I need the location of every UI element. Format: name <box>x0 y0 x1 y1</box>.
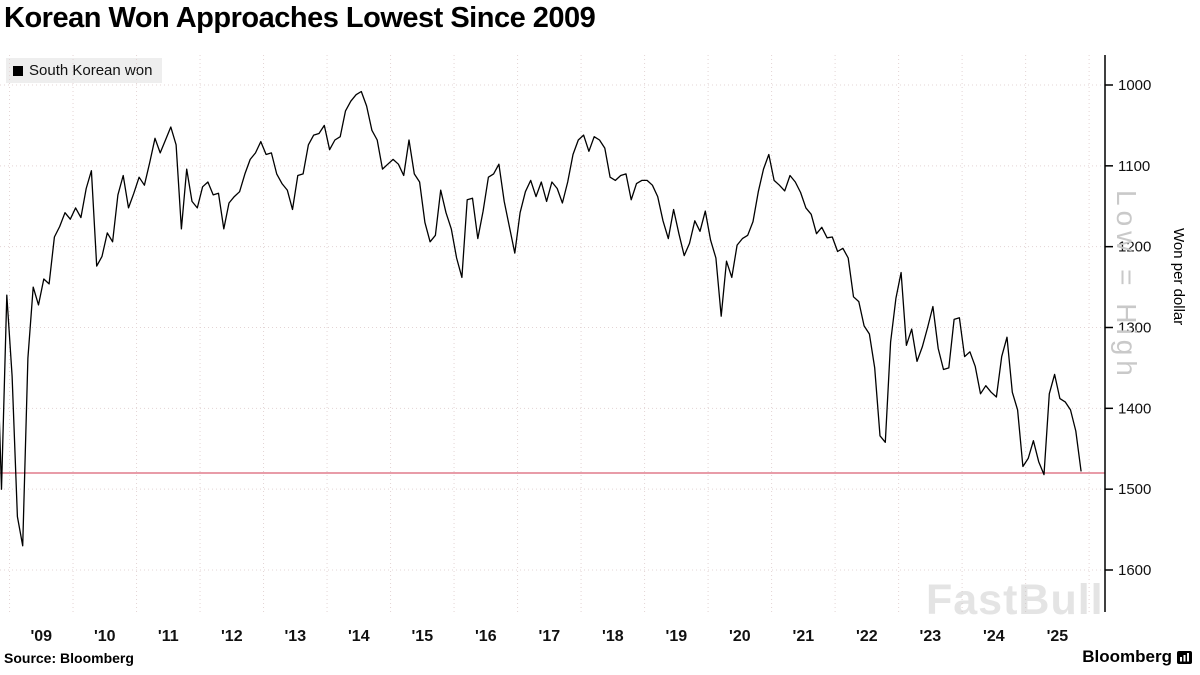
svg-text:1500: 1500 <box>1118 481 1151 498</box>
legend: South Korean won <box>6 58 163 83</box>
chart-title: Korean Won Approaches Lowest Since 2009 <box>4 2 596 34</box>
bloomberg-wordmark: Bloomberg <box>1082 647 1172 666</box>
bloomberg-logo-icon <box>1177 650 1192 664</box>
svg-text:'22: '22 <box>856 628 878 645</box>
svg-text:'15: '15 <box>412 628 434 645</box>
svg-text:1300: 1300 <box>1118 320 1151 337</box>
svg-text:'11: '11 <box>158 628 179 645</box>
svg-text:'09: '09 <box>30 628 52 645</box>
legend-swatch-icon <box>13 65 23 76</box>
bloomberg-brand: Bloomberg <box>1082 647 1192 667</box>
svg-text:'25: '25 <box>1047 628 1069 645</box>
svg-text:'19: '19 <box>666 628 688 645</box>
svg-text:'23: '23 <box>920 628 942 645</box>
svg-text:1100: 1100 <box>1118 158 1150 175</box>
source-note: Source: Bloomberg <box>4 650 134 666</box>
svg-text:1400: 1400 <box>1118 400 1151 417</box>
svg-text:'18: '18 <box>602 628 624 645</box>
axis-watermark: Low = High <box>1111 190 1142 381</box>
svg-text:'12: '12 <box>221 628 243 645</box>
svg-text:'13: '13 <box>284 628 306 645</box>
svg-text:'17: '17 <box>539 628 561 645</box>
legend-label: South Korean won <box>29 62 153 79</box>
svg-text:'10: '10 <box>94 628 116 645</box>
fastbull-watermark: FastBull <box>926 576 1104 624</box>
svg-text:'20: '20 <box>729 628 751 645</box>
svg-text:1200: 1200 <box>1118 239 1151 256</box>
svg-text:'16: '16 <box>475 628 497 645</box>
svg-text:'21: '21 <box>793 628 815 645</box>
svg-text:'24: '24 <box>983 628 1005 645</box>
svg-text:'14: '14 <box>348 628 370 645</box>
svg-text:1600: 1600 <box>1118 562 1151 579</box>
y-axis-label: Won per dollar <box>1170 228 1187 326</box>
svg-text:1000: 1000 <box>1118 77 1151 94</box>
